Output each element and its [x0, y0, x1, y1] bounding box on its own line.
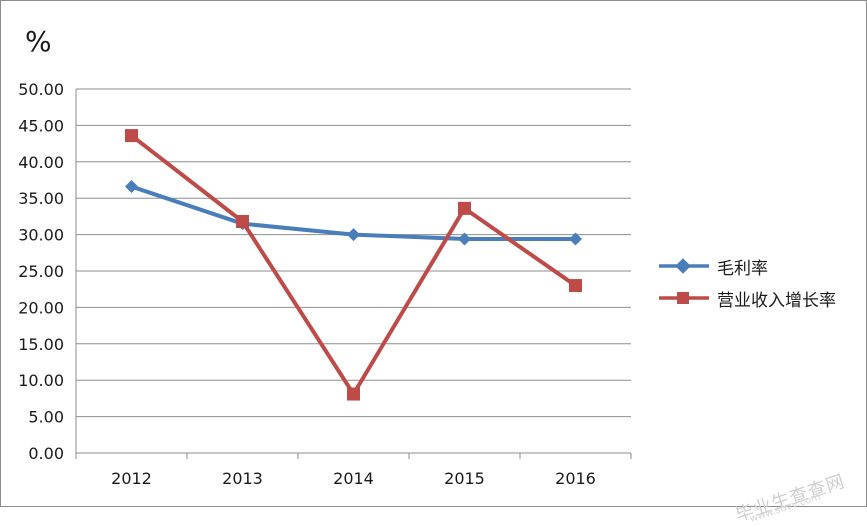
legend-marker-diamond — [675, 258, 691, 274]
x-tick-label: 2013 — [222, 469, 263, 488]
data-point-diamond — [347, 228, 360, 242]
x-tick-label: 2015 — [444, 469, 485, 488]
y-tick-label: 40.00 — [18, 153, 64, 172]
data-point-square — [125, 129, 138, 143]
data-point-diamond — [458, 232, 471, 246]
y-tick-label: 35.00 — [18, 189, 64, 208]
y-tick-label: 5.00 — [28, 408, 64, 427]
data-point-square — [347, 387, 360, 401]
series-line-1 — [129, 133, 578, 397]
legend: 毛利率 营业收入增长率 — [657, 250, 836, 314]
line-chart: 0.00 5.00 10.00 15.00 20.00 25.00 30.00 35.00 40… — [18, 80, 632, 488]
y-tick-label: 15.00 — [18, 335, 64, 354]
legend-marker-square — [677, 292, 689, 304]
data-point-square — [458, 201, 471, 215]
data-point-diamond — [125, 180, 138, 194]
y-tick-label: 50.00 — [18, 80, 64, 99]
y-tick-label: 25.00 — [18, 262, 64, 281]
y-tick-label: 20.00 — [18, 298, 64, 317]
legend-swatch-gross-margin — [659, 258, 709, 274]
legend-item-gross-margin: 毛利率 — [657, 250, 836, 282]
unit-label: % — [25, 25, 52, 58]
x-tick-label: 2014 — [333, 469, 374, 488]
data-point-diamond — [569, 232, 582, 246]
y-tick-label: 10.00 — [18, 371, 64, 390]
legend-label-revenue-growth: 营业收入增长率 — [717, 290, 836, 311]
y-tick-label: 30.00 — [18, 226, 64, 245]
y-tick-label: 0.00 — [28, 444, 64, 463]
legend-item-revenue-growth: 营业收入增长率 — [657, 282, 836, 314]
data-point-square — [569, 279, 582, 293]
y-tick-label: 45.00 — [18, 116, 64, 135]
x-tick-label: 2016 — [555, 469, 596, 488]
legend-swatch-revenue-growth — [659, 292, 709, 304]
x-tick-label: 2012 — [111, 469, 152, 488]
data-point-square — [236, 214, 249, 228]
legend-label-gross-margin: 毛利率 — [717, 258, 768, 279]
